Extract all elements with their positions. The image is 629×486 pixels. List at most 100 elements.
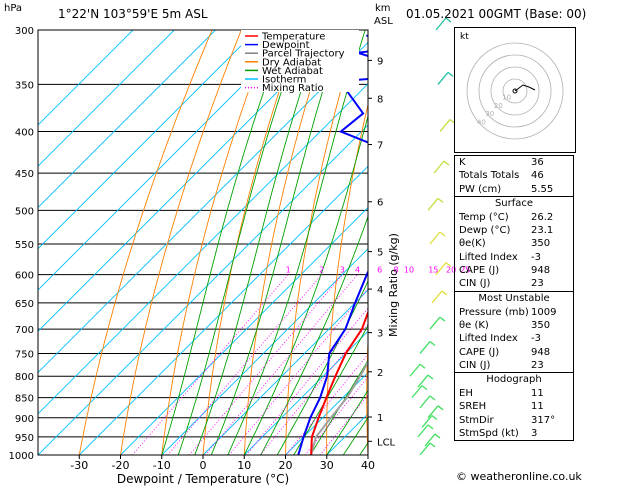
index-label: Lifted Index <box>459 251 518 263</box>
index-value: 26.2 <box>531 211 554 223</box>
wind-barb <box>419 395 431 409</box>
temperature-line <box>310 309 368 455</box>
index-value: -3 <box>531 333 541 345</box>
height-tick-label: 8 <box>377 94 383 105</box>
dewpoint-line <box>297 34 368 455</box>
wind-barb <box>443 160 450 166</box>
footer-credit: © weatheronline.co.uk <box>456 470 582 483</box>
hodograph-unit-label: kt <box>460 32 469 42</box>
index-value: 1009 <box>531 306 557 318</box>
pressure-tick-label: 900 <box>15 414 34 425</box>
index-label: CIN (J) <box>459 278 491 290</box>
mixing-ratio-label: 2 <box>319 266 324 275</box>
wind-barb <box>439 231 446 237</box>
pressure-tick-label: 350 <box>15 80 34 91</box>
index-row: K 36 <box>455 156 573 169</box>
index-value: -3 <box>531 251 541 263</box>
index-label: Dewp (°C) <box>459 225 511 237</box>
pressure-tick-label: 300 <box>15 26 34 37</box>
mixing-ratio-label: 4 <box>355 266 360 275</box>
index-label: Pressure (mb) <box>459 306 529 318</box>
most-unstable-box: Most Unstable Pressure (mb) 1009 θe (K) 35… <box>454 291 574 374</box>
surface-header: Surface <box>494 197 534 209</box>
index-row: Lifted Index -3 <box>455 332 573 345</box>
index-label: SREH <box>459 401 487 413</box>
index-label: PW (cm) <box>459 183 502 195</box>
wind-barb <box>419 363 426 369</box>
wind-barb <box>435 17 447 31</box>
index-row: Totals Totals 46 <box>455 169 573 182</box>
index-value: 23.1 <box>531 225 554 237</box>
hodograph-ring-label: 40 <box>477 119 486 127</box>
index-value: 46 <box>531 170 544 182</box>
mixing-ratio-line <box>205 274 358 455</box>
wind-barb <box>421 415 433 428</box>
index-label: StmDir <box>459 414 494 426</box>
legend-label: Mixing Ratio <box>262 83 324 94</box>
wet-adiabat-line <box>210 30 343 455</box>
index-row: CAPE (J) 948 <box>455 264 573 277</box>
wind-barb <box>445 262 452 268</box>
index-label: K <box>459 157 466 168</box>
wind-barb <box>427 374 434 380</box>
index-value: 11 <box>531 401 544 413</box>
wind-barb <box>431 414 438 420</box>
index-row: Dewp (°C) 23.1 <box>455 224 573 237</box>
height-tick-label: 1 <box>377 413 383 424</box>
mixing-ratio-label: 10 <box>404 266 414 275</box>
legend-label: Wet Adiabat <box>262 66 323 77</box>
dry-adiabat-line <box>616 30 629 455</box>
date-title: 01.05.2021 00GMT (Base: 00) <box>406 7 587 21</box>
index-label: EH <box>459 388 473 400</box>
index-value: 23 <box>531 278 544 290</box>
index-row: θe (K) 350 <box>455 319 573 332</box>
wet-adiabat-line <box>177 30 303 455</box>
index-value: 317° <box>531 414 556 426</box>
mixing-ratio-line <box>285 353 368 455</box>
index-label: StmSpd (kt) <box>459 428 519 440</box>
isotherm-line <box>120 206 368 455</box>
index-row: SREH 11 <box>455 400 573 413</box>
isotherm-line <box>38 30 175 167</box>
hodograph-ring <box>490 66 540 116</box>
height-tick-label: 3 <box>377 329 383 340</box>
wind-barb <box>419 442 431 456</box>
mixing-ratio-label: 6 <box>377 266 382 275</box>
wet-adiabat-line <box>293 324 368 455</box>
wind-barb <box>429 231 441 245</box>
pressure-tick-label: 450 <box>15 169 34 180</box>
hodograph-ring <box>466 42 564 140</box>
x-tick-label: 30 <box>320 459 334 472</box>
height-tick-label: 7 <box>377 141 383 152</box>
isotherm-line <box>38 30 299 291</box>
wind-barb <box>434 433 441 439</box>
wind-barb <box>427 405 439 419</box>
pressure-tick-label: 950 <box>15 433 34 444</box>
wind-barb <box>447 71 454 77</box>
index-label: CAPE (J) <box>459 346 500 358</box>
index-label: θe(K) <box>459 238 486 250</box>
index-label: CIN (J) <box>459 359 491 371</box>
pressure-tick-label: 550 <box>15 240 34 251</box>
wet-adiabat-line <box>260 215 368 455</box>
x-tick-label: -20 <box>112 459 130 472</box>
index-value: 948 <box>531 346 551 358</box>
hodograph-center <box>512 88 518 94</box>
index-value: 350 <box>531 238 551 250</box>
x-tick-label: 40 <box>361 459 375 472</box>
isotherm-line <box>38 124 368 455</box>
mixing-ratio-label: 3 <box>340 266 345 275</box>
dry-adiabat-line <box>285 30 359 455</box>
pressure-tick-label: 650 <box>15 299 34 310</box>
isotherm-line <box>38 30 258 250</box>
x-tick-label: 10 <box>237 459 251 472</box>
index-label: Temp (°C) <box>459 211 509 223</box>
wind-barb <box>435 262 447 276</box>
wind-barb <box>429 340 436 346</box>
wind-barb <box>433 160 445 174</box>
location-title: 1°22'N 103°59'E 5m ASL <box>58 7 208 21</box>
index-value: 11 <box>531 388 544 400</box>
pressure-tick-label: 600 <box>15 271 34 282</box>
legend-box <box>241 30 359 92</box>
